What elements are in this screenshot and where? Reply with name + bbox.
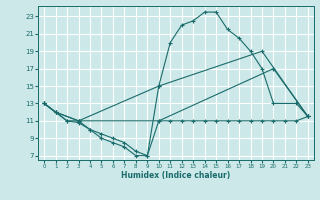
X-axis label: Humidex (Indice chaleur): Humidex (Indice chaleur) [121,171,231,180]
